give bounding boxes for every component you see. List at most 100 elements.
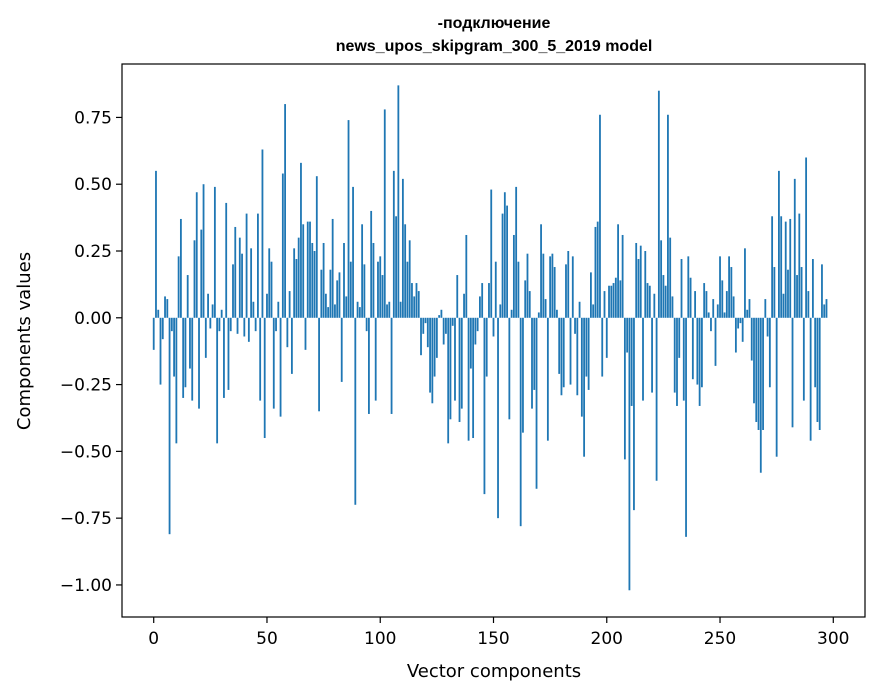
bar-component-240 <box>696 317 699 385</box>
bar-component-113 <box>408 240 411 318</box>
bar-component-46 <box>257 213 259 318</box>
bar-component-201 <box>608 285 610 318</box>
bar-component-58 <box>284 104 286 318</box>
y-axis-ticks: −1.00 −0.75 −0.50 −0.25 0.00 0.25 0.50 0.75 <box>60 108 122 596</box>
bar-component-32 <box>225 202 228 318</box>
bar-component-95 <box>368 317 370 414</box>
bar-component-23 <box>204 317 207 358</box>
bar-component-103 <box>386 304 388 318</box>
bar-component-36 <box>234 226 237 318</box>
bar-component-225 <box>662 275 665 318</box>
bar-component-242 <box>701 317 703 388</box>
bar-component-267 <box>757 317 760 430</box>
bar-component-59 <box>286 317 289 348</box>
bar-component-190 <box>583 317 586 457</box>
bar-component-224 <box>660 240 663 318</box>
bar-component-135 <box>458 317 461 422</box>
bar-component-0 <box>152 317 155 350</box>
bar-component-171 <box>540 224 542 318</box>
bar-component-142 <box>474 317 477 345</box>
bar-component-266 <box>755 317 758 422</box>
bar-component-71 <box>313 251 316 318</box>
bar-component-138 <box>465 234 468 318</box>
bar-component-236 <box>687 256 690 318</box>
bar-component-270 <box>764 299 767 318</box>
bar-component-286 <box>800 267 803 318</box>
bar-component-246 <box>710 317 712 332</box>
bar-component-3 <box>159 317 162 385</box>
bar-component-170 <box>537 312 540 318</box>
bar-component-228 <box>669 237 672 318</box>
bar-component-125 <box>435 317 438 358</box>
bar-component-214 <box>637 259 640 318</box>
bar-component-18 <box>193 240 196 318</box>
bar-component-188 <box>578 301 581 318</box>
bar-component-93 <box>363 264 366 318</box>
bar-component-99 <box>377 261 379 318</box>
x-tick-label: 200 <box>591 629 623 649</box>
bar-component-165 <box>526 253 529 318</box>
y-tick-label: −0.25 <box>60 376 112 396</box>
bar-component-26 <box>211 304 214 318</box>
bar-component-139 <box>467 317 470 441</box>
bar-component-127 <box>440 309 443 318</box>
bar-component-56 <box>279 317 282 417</box>
bar-component-158 <box>510 309 513 318</box>
bar-component-17 <box>191 317 194 401</box>
bar-component-81 <box>336 280 339 318</box>
bar-component-67 <box>304 317 307 350</box>
x-tick-label: 50 <box>256 629 278 649</box>
bar-component-296 <box>823 304 826 318</box>
bar-component-175 <box>549 256 552 318</box>
bar-component-9 <box>173 317 175 377</box>
bar-component-54 <box>275 317 277 332</box>
bar-component-123 <box>431 317 434 404</box>
bar-component-117 <box>417 291 420 318</box>
bar-component-163 <box>522 317 524 433</box>
bar-component-118 <box>420 317 422 356</box>
bar-component-162 <box>519 317 522 527</box>
bar-component-293 <box>816 317 819 422</box>
bar-component-31 <box>223 317 225 398</box>
bar-component-2 <box>157 309 160 318</box>
chart-title-line-1: -подключение <box>438 15 551 32</box>
bar-component-149 <box>490 189 493 318</box>
bar-component-79 <box>331 218 334 318</box>
bar-component-100 <box>379 256 382 318</box>
bar-component-64 <box>297 237 300 318</box>
bar-component-167 <box>531 317 533 409</box>
bar-component-213 <box>635 242 638 318</box>
bar-component-70 <box>311 242 314 318</box>
bar-component-10 <box>175 317 178 444</box>
bar-component-226 <box>664 285 667 318</box>
bar-component-52 <box>270 261 273 318</box>
bar-component-176 <box>551 253 554 318</box>
bar-component-212 <box>633 317 635 511</box>
bar-component-202 <box>610 285 613 318</box>
bar-component-168 <box>533 317 536 390</box>
bar-component-15 <box>186 275 189 318</box>
bar-component-227 <box>667 114 669 318</box>
bar-component-48 <box>261 149 264 318</box>
bar-component-107 <box>395 216 397 318</box>
bar-component-262 <box>746 309 749 318</box>
bar-component-22 <box>202 184 205 318</box>
bar-component-124 <box>433 317 436 377</box>
bar-component-157 <box>508 317 511 420</box>
bar-component-234 <box>682 317 685 401</box>
bar-component-264 <box>750 317 753 361</box>
bar-component-98 <box>374 317 377 401</box>
bar-component-237 <box>689 277 692 318</box>
bar-component-136 <box>460 317 463 409</box>
bar-component-221 <box>653 293 656 318</box>
bar-component-83 <box>340 317 343 382</box>
bar-component-62 <box>293 248 296 318</box>
bar-component-141 <box>472 317 475 439</box>
bar-component-146 <box>483 317 486 495</box>
bar-component-289 <box>807 291 810 318</box>
bar-component-60 <box>288 291 291 318</box>
bar-component-33 <box>227 317 230 390</box>
bar-component-76 <box>324 293 327 318</box>
bar-component-78 <box>329 269 332 318</box>
